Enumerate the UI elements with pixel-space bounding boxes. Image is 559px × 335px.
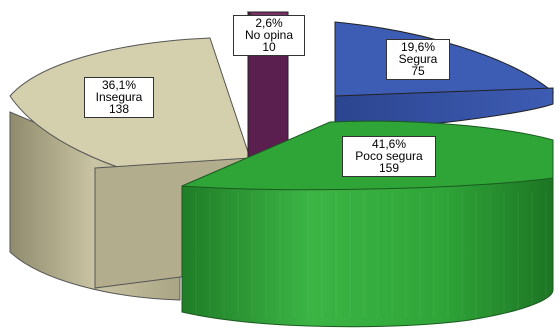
label-no-opina-percent: 2,6% [255, 16, 283, 30]
label-no-opina-count: 10 [262, 40, 276, 54]
green-side-shading [195, 192, 547, 318]
label-segura-name: Segura [398, 52, 438, 66]
label-poco-segura: 41,6% Poco segura 159 [342, 136, 436, 177]
slice-poco-segura-side [181, 177, 554, 328]
label-segura-count: 75 [411, 64, 425, 78]
label-segura: 19,6% Segura 75 [386, 39, 450, 80]
label-insegura: 36,1% Insegura 138 [84, 77, 154, 118]
label-no-opina: 2,6% No opina 10 [233, 15, 305, 56]
label-poco-segura-percent: 41,6% [371, 137, 407, 151]
label-no-opina-name: No opina [244, 28, 294, 42]
label-segura-percent: 19,6% [400, 40, 436, 54]
label-insegura-percent: 36,1% [101, 78, 137, 92]
label-insegura-count: 138 [108, 102, 130, 116]
label-insegura-name: Insegura [95, 90, 143, 104]
label-poco-segura-name: Poco segura [355, 149, 423, 163]
label-poco-segura-count: 159 [378, 161, 400, 175]
